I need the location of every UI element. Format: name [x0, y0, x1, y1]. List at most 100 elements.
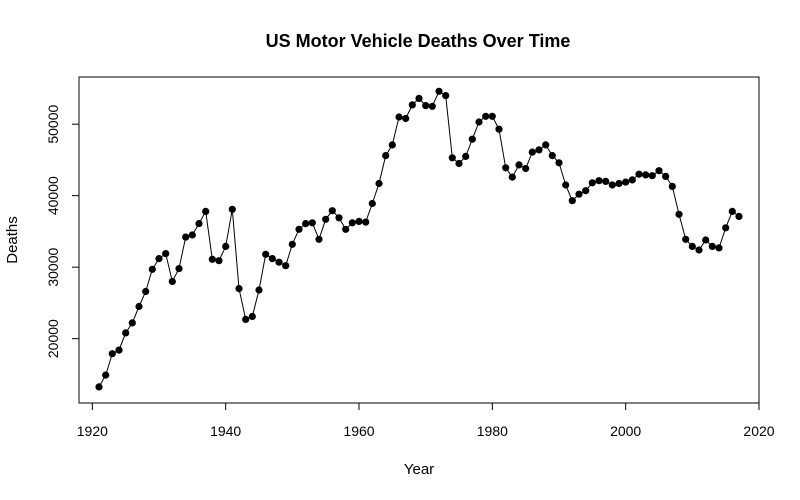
x-tick-label: 1960 — [343, 423, 374, 439]
data-point — [315, 235, 323, 243]
data-point — [348, 219, 356, 227]
data-point — [575, 190, 583, 198]
data-point — [182, 233, 190, 241]
data-point — [295, 225, 303, 233]
data-point — [102, 371, 110, 379]
y-axis-label: Deaths — [4, 216, 21, 264]
data-point — [648, 172, 656, 180]
data-point — [375, 179, 383, 188]
data-point — [542, 141, 550, 149]
x-tick-label: 2000 — [610, 423, 641, 439]
data-point — [548, 152, 556, 160]
data-point — [262, 250, 270, 258]
data-point — [702, 236, 710, 244]
data-point — [682, 235, 690, 243]
data-point — [735, 212, 743, 220]
data-point — [568, 197, 576, 205]
data-point — [362, 218, 370, 226]
data-point — [708, 242, 716, 250]
data-point — [282, 262, 290, 270]
data-point — [555, 159, 563, 167]
data-point — [248, 312, 256, 321]
series-line — [98, 90, 740, 388]
data-point — [122, 329, 130, 337]
data-point — [728, 207, 736, 215]
y-axis: 20000 30000 40000 50000 — [45, 105, 80, 358]
data-point — [368, 199, 376, 208]
data-point — [582, 187, 590, 195]
data-point — [475, 118, 483, 126]
data-point — [628, 176, 636, 184]
data-point — [415, 94, 423, 102]
data-point — [528, 148, 536, 156]
data-point — [668, 182, 676, 190]
data-point — [235, 285, 243, 293]
data-point — [288, 240, 296, 248]
data-point — [328, 207, 336, 215]
data-point — [495, 125, 503, 133]
data-point — [188, 231, 196, 239]
data-point — [448, 154, 456, 162]
data-point — [662, 172, 670, 180]
y-tick-label: 20000 — [45, 319, 61, 358]
data-point — [222, 242, 230, 250]
data-point — [275, 258, 283, 266]
y-tick-label: 30000 — [45, 247, 61, 286]
data-point — [308, 219, 316, 227]
data-point — [535, 146, 543, 154]
x-tick-label: 1980 — [477, 423, 508, 439]
data-point — [515, 161, 523, 169]
x-axis-label: Year — [404, 461, 434, 478]
data-point — [508, 173, 516, 181]
x-tick-label: 2020 — [743, 423, 774, 439]
data-point — [142, 287, 150, 296]
data-point — [635, 170, 643, 178]
data-point — [688, 242, 696, 250]
data-point — [395, 113, 403, 121]
data-point — [108, 350, 116, 358]
data-point — [422, 102, 430, 110]
chart-title: US Motor Vehicle Deaths Over Time — [266, 31, 571, 51]
data-point — [602, 177, 610, 185]
data-point — [202, 207, 210, 215]
data-point — [255, 286, 263, 294]
data-point — [435, 87, 443, 95]
data-point — [675, 210, 683, 218]
y-tick-label: 50000 — [45, 105, 61, 144]
data-points — [95, 87, 743, 391]
data-point — [168, 277, 176, 286]
data-point — [468, 135, 476, 143]
data-point — [162, 250, 170, 258]
data-point — [388, 141, 396, 149]
data-point — [642, 171, 650, 179]
data-point — [655, 167, 663, 175]
data-point — [322, 215, 330, 223]
data-point — [148, 265, 156, 273]
data-point — [355, 217, 363, 225]
data-point — [455, 159, 463, 168]
data-point — [488, 112, 496, 120]
data-point — [135, 302, 143, 311]
data-point — [615, 179, 623, 188]
data-point — [302, 220, 310, 228]
data-point — [128, 319, 136, 327]
data-point — [562, 181, 570, 189]
data-point — [382, 152, 390, 160]
data-point — [722, 224, 730, 232]
data-point — [115, 346, 123, 354]
data-point — [462, 152, 470, 160]
data-point — [155, 255, 163, 263]
data-point — [428, 102, 436, 110]
data-point — [208, 255, 216, 263]
data-point — [622, 178, 630, 186]
data-point — [95, 383, 103, 391]
data-point — [195, 220, 203, 228]
data-point — [588, 179, 596, 187]
plot-frame — [78, 76, 760, 404]
data-point — [608, 181, 616, 189]
x-axis: 1920 1940 1960 1980 2000 2020 — [77, 402, 775, 439]
data-point — [268, 255, 276, 263]
data-point — [335, 214, 343, 222]
data-point — [408, 101, 416, 109]
